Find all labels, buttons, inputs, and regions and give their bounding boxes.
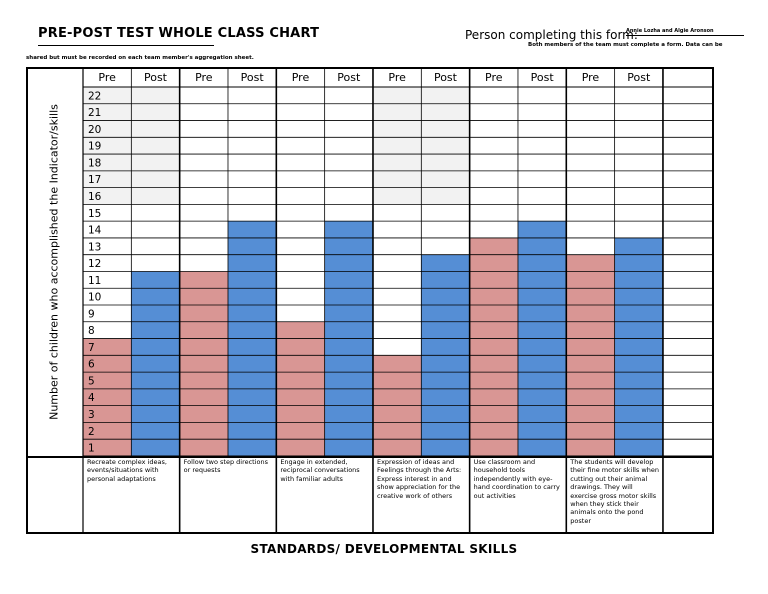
y-tick-label: 10 <box>88 292 101 304</box>
column-header-post: Post <box>241 71 265 84</box>
y-tick-label: 14 <box>88 225 102 237</box>
y-tick-label: 18 <box>88 157 101 169</box>
y-tick-label: 17 <box>88 174 101 186</box>
column-header-pre: Pre <box>582 71 600 84</box>
skill-description: Engage in extended, reciprocal conversat… <box>280 458 360 483</box>
column-header-pre: Pre <box>485 71 503 84</box>
skill-description: Recreate complex ideas, events/situation… <box>87 458 167 483</box>
column-header-pre: Pre <box>292 71 310 84</box>
y-tick-label: 16 <box>88 191 102 203</box>
instruction-note-right: Both members of the team must complete a… <box>528 42 723 48</box>
y-tick-label: 11 <box>88 275 101 287</box>
column-header-post: Post <box>627 71 651 84</box>
column-header-pre: Pre <box>98 71 116 84</box>
title-underline <box>38 45 214 46</box>
skill-description: The students will develop their fine mot… <box>570 458 659 525</box>
skill-description: Expression of ideas and Feelings through… <box>376 458 462 500</box>
page-title: PRE-POST TEST WHOLE CLASS CHART <box>38 26 320 41</box>
y-tick-label: 8 <box>88 325 95 337</box>
y-tick-label: 1 <box>88 443 95 455</box>
y-tick-label: 21 <box>88 107 101 119</box>
shaded-cell-region <box>83 87 132 205</box>
chart-frame <box>26 67 714 534</box>
y-tick-label: 22 <box>88 90 101 102</box>
y-tick-label: 20 <box>88 124 101 136</box>
column-header-post: Post <box>531 71 555 84</box>
y-tick-label: 4 <box>88 392 95 404</box>
bar-post <box>614 237 663 456</box>
y-tick-label: 9 <box>88 308 95 320</box>
person-completing-value: Annie Lozha and Algie Aronson <box>626 28 744 36</box>
y-tick-label: 19 <box>88 141 101 153</box>
skill-description: Use classroom and household tools indepe… <box>473 458 560 500</box>
y-tick-label: 15 <box>88 208 101 220</box>
y-tick-label: 5 <box>88 375 95 387</box>
y-tick-label: 7 <box>88 342 95 354</box>
column-header-post: Post <box>337 71 361 84</box>
y-tick-label: 3 <box>88 409 95 421</box>
column-header-post: Post <box>144 71 168 84</box>
column-header-pre: Pre <box>388 71 406 84</box>
shaded-cell-region <box>131 87 180 205</box>
shaded-cell-region <box>372 87 422 205</box>
bar-pre <box>469 237 518 456</box>
instruction-note-left: shared but must be recorded on each team… <box>26 55 254 61</box>
shaded-cell-region <box>421 87 470 205</box>
y-tick-label: 6 <box>88 359 95 371</box>
x-axis-label: STANDARDS/ DEVELOPMENTAL SKILLS <box>250 542 518 556</box>
bar-pre <box>83 338 132 456</box>
column-header-post: Post <box>434 71 458 84</box>
y-tick-label: 12 <box>88 258 101 270</box>
y-tick-label: 2 <box>88 426 95 438</box>
bar-pre <box>179 271 228 456</box>
bar-post <box>131 271 180 456</box>
column-header-pre: Pre <box>195 71 213 84</box>
skill-description: Follow two step directions or requests <box>183 458 269 475</box>
y-tick-label: 13 <box>88 241 101 253</box>
person-completing-label: Person completing this form: <box>465 28 638 42</box>
